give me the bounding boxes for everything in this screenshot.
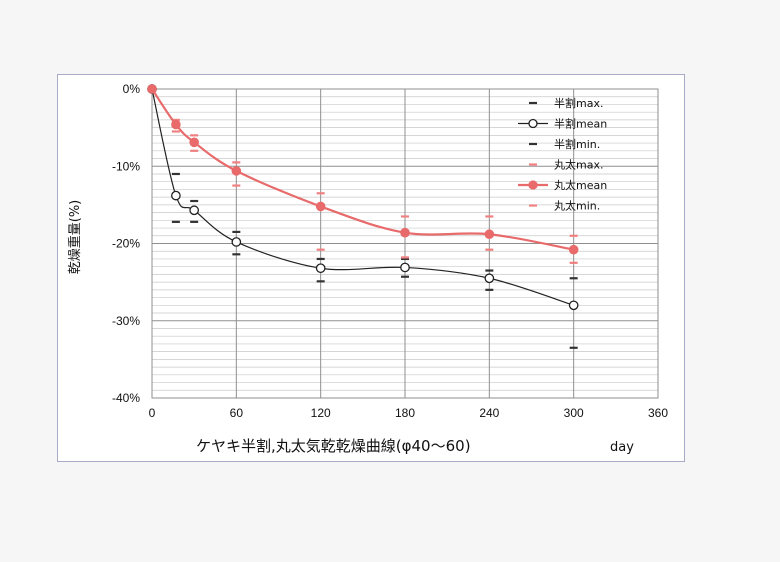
data-point-marker bbox=[189, 137, 199, 148]
x-axis-unit: day bbox=[610, 440, 634, 455]
legend-label: 丸太min. bbox=[554, 200, 600, 213]
y-tick-label: 0% bbox=[123, 82, 141, 96]
drying-curve-chart: 0 60 120 180 240 300 360 0% -10% -20% -30% -40% 半割m… bbox=[67, 82, 668, 455]
legend-label: 丸太max. bbox=[554, 159, 603, 172]
legend-marker bbox=[528, 180, 538, 190]
data-point-marker bbox=[189, 205, 200, 216]
data-point-marker bbox=[231, 237, 242, 247]
data-point-marker bbox=[171, 190, 181, 201]
x-tick-label: 120 bbox=[311, 406, 331, 420]
plot-area bbox=[147, 84, 579, 349]
y-tick-label: -20% bbox=[112, 237, 140, 251]
x-tick-label: 60 bbox=[230, 406, 244, 420]
x-tick-label: 300 bbox=[564, 406, 584, 420]
legend: 半割max. 半割mean 半割min. 丸太max. 丸太mean 丸太min. bbox=[518, 96, 607, 213]
x-axis-label: ケヤキ半割,丸太気乾乾燥曲線(φ40～60) bbox=[196, 437, 471, 455]
data-point-marker bbox=[171, 119, 181, 130]
x-tick-label: 0 bbox=[149, 406, 156, 420]
data-point-marker bbox=[568, 300, 579, 311]
data-point-marker bbox=[484, 273, 495, 284]
legend-label: 半割max. bbox=[554, 96, 603, 110]
legend-label: 半割mean bbox=[554, 117, 607, 131]
data-point-marker bbox=[315, 201, 326, 212]
x-tick-label: 240 bbox=[479, 406, 499, 420]
axis-ticks: 0 60 120 180 240 300 360 0% -10% -20% -30% -40% bbox=[112, 82, 668, 420]
chart-frame: 0 60 120 180 240 300 360 0% -10% -20% -30% -40% 半割m… bbox=[57, 74, 685, 462]
legend-label: 半割min. bbox=[554, 137, 600, 151]
y-axis-label: 乾燥重量(%) bbox=[67, 200, 83, 275]
data-point-marker bbox=[568, 244, 579, 255]
x-tick-label: 360 bbox=[648, 406, 668, 420]
grid bbox=[151, 88, 659, 399]
data-point-marker bbox=[231, 166, 242, 176]
x-tick-label: 180 bbox=[395, 406, 415, 420]
legend-label: 丸太mean bbox=[554, 179, 607, 192]
y-tick-label: -10% bbox=[112, 159, 140, 173]
y-tick-label: -40% bbox=[112, 391, 140, 405]
data-point-marker bbox=[400, 262, 410, 273]
legend-marker bbox=[528, 118, 538, 129]
data-point-marker bbox=[484, 229, 495, 240]
y-tick-label: -30% bbox=[112, 314, 140, 328]
data-point-marker bbox=[147, 84, 157, 94]
data-point-marker bbox=[315, 263, 326, 274]
data-point-marker bbox=[400, 227, 410, 238]
